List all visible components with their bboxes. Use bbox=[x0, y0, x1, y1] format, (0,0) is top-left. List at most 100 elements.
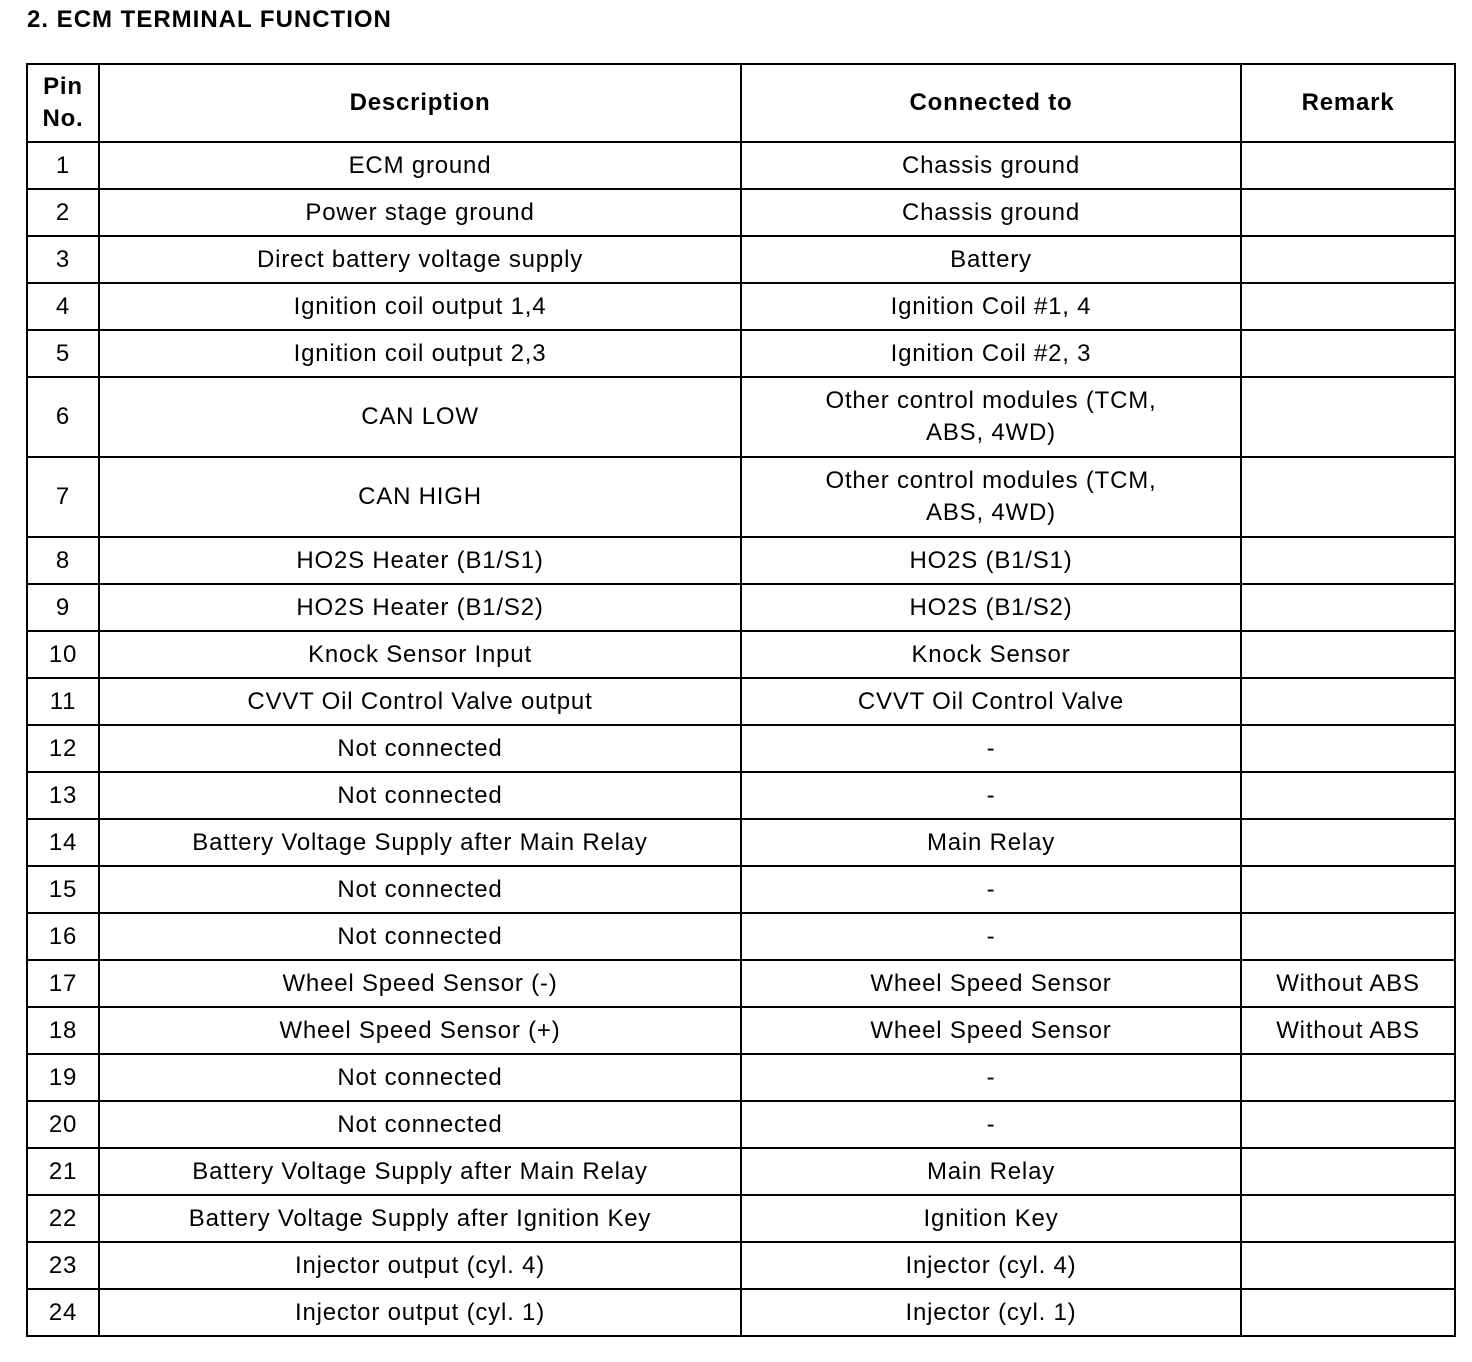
table-row: 13 Not connected - bbox=[26, 771, 1456, 820]
table-row: 6 CAN LOW Other control modules (TCM, ABS,… bbox=[26, 376, 1456, 458]
connected-to-cell: Chassis ground bbox=[740, 188, 1242, 237]
pin-cell: 9 bbox=[26, 583, 100, 632]
description-cell: Wheel Speed Sensor (-) bbox=[98, 959, 742, 1008]
connected-to-cell: - bbox=[740, 1100, 1242, 1149]
connected-to-cell: - bbox=[740, 865, 1242, 914]
connected-to-cell: Other control modules (TCM, ABS, 4WD) bbox=[740, 376, 1242, 458]
pin-cell: 18 bbox=[26, 1006, 100, 1055]
pin-cell: 22 bbox=[26, 1194, 100, 1243]
description-cell: HO2S Heater (B1/S1) bbox=[98, 536, 742, 585]
table-row: 7 CAN HIGH Other control modules (TCM, ABS… bbox=[26, 456, 1456, 538]
description-cell: Not connected bbox=[98, 724, 742, 773]
terminal-table: Pin No. Description Connected to Remark … bbox=[26, 63, 1456, 1337]
remark-cell bbox=[1240, 376, 1456, 458]
table-row: 1 ECM ground Chassis ground bbox=[26, 141, 1456, 190]
table-row: 22 Battery Voltage Supply after Ignition … bbox=[26, 1194, 1456, 1243]
description-cell: Battery Voltage Supply after Main Relay bbox=[98, 1147, 742, 1196]
table-row: 16 Not connected - bbox=[26, 912, 1456, 961]
table-row: 14 Battery Voltage Supply after Main Rela… bbox=[26, 818, 1456, 867]
description-cell: Battery Voltage Supply after Main Relay bbox=[98, 818, 742, 867]
pin-cell: 21 bbox=[26, 1147, 100, 1196]
remark-cell bbox=[1240, 456, 1456, 538]
description-cell: Direct battery voltage supply bbox=[98, 235, 742, 284]
pin-cell: 1 bbox=[26, 141, 100, 190]
description-cell: ECM ground bbox=[98, 141, 742, 190]
remark-cell bbox=[1240, 818, 1456, 867]
connected-to-cell: - bbox=[740, 724, 1242, 773]
description-cell: Battery Voltage Supply after Ignition Ke… bbox=[98, 1194, 742, 1243]
remark-cell bbox=[1240, 865, 1456, 914]
table-row: 9 HO2S Heater (B1/S2) HO2S (B1/S2) bbox=[26, 583, 1456, 632]
pin-cell: 12 bbox=[26, 724, 100, 773]
table-row: 17 Wheel Speed Sensor (-) Wheel Speed Sens… bbox=[26, 959, 1456, 1008]
table-row: 24 Injector output (cyl. 1) Injector (cyl.… bbox=[26, 1288, 1456, 1337]
description-cell: Not connected bbox=[98, 1100, 742, 1149]
pin-cell: 14 bbox=[26, 818, 100, 867]
remark-cell bbox=[1240, 912, 1456, 961]
remark-cell bbox=[1240, 1100, 1456, 1149]
remark-cell bbox=[1240, 1288, 1456, 1337]
description-cell: CAN HIGH bbox=[98, 456, 742, 538]
remark-cell bbox=[1240, 724, 1456, 773]
remark-cell bbox=[1240, 141, 1456, 190]
connected-to-cell: Injector (cyl. 1) bbox=[740, 1288, 1242, 1337]
table-row: 10 Knock Sensor Input Knock Sensor bbox=[26, 630, 1456, 679]
header-pin: Pin No. bbox=[26, 63, 100, 143]
connected-to-cell: Wheel Speed Sensor bbox=[740, 959, 1242, 1008]
remark-cell: Without ABS bbox=[1240, 959, 1456, 1008]
remark-cell bbox=[1240, 1147, 1456, 1196]
pin-cell: 16 bbox=[26, 912, 100, 961]
description-cell: Not connected bbox=[98, 771, 742, 820]
header-connected-to: Connected to bbox=[740, 63, 1242, 143]
remark-cell bbox=[1240, 282, 1456, 331]
pin-cell: 6 bbox=[26, 376, 100, 458]
description-cell: Not connected bbox=[98, 1053, 742, 1102]
header-remark: Remark bbox=[1240, 63, 1456, 143]
remark-cell bbox=[1240, 630, 1456, 679]
connected-to-cell: HO2S (B1/S2) bbox=[740, 583, 1242, 632]
description-cell: Wheel Speed Sensor (+) bbox=[98, 1006, 742, 1055]
description-cell: Ignition coil output 1,4 bbox=[98, 282, 742, 331]
table-row: 11 CVVT Oil Control Valve output CVVT Oil … bbox=[26, 677, 1456, 726]
connected-to-cell: Other control modules (TCM, ABS, 4WD) bbox=[740, 456, 1242, 538]
pin-cell: 7 bbox=[26, 456, 100, 538]
table-row: 3 Direct battery voltage supply Battery bbox=[26, 235, 1456, 284]
connected-to-cell: Main Relay bbox=[740, 1147, 1242, 1196]
pin-cell: 19 bbox=[26, 1053, 100, 1102]
header-description: Description bbox=[98, 63, 742, 143]
remark-cell bbox=[1240, 677, 1456, 726]
connected-to-cell: Chassis ground bbox=[740, 141, 1242, 190]
connected-to-cell: - bbox=[740, 912, 1242, 961]
description-cell: HO2S Heater (B1/S2) bbox=[98, 583, 742, 632]
pin-cell: 10 bbox=[26, 630, 100, 679]
connected-to-cell: Injector (cyl. 4) bbox=[740, 1241, 1242, 1290]
pin-cell: 15 bbox=[26, 865, 100, 914]
table-row: 2 Power stage ground Chassis ground bbox=[26, 188, 1456, 237]
connected-to-cell: Battery bbox=[740, 235, 1242, 284]
table-row: 19 Not connected - bbox=[26, 1053, 1456, 1102]
table-row: 23 Injector output (cyl. 4) Injector (cyl.… bbox=[26, 1241, 1456, 1290]
description-cell: Injector output (cyl. 4) bbox=[98, 1241, 742, 1290]
pin-cell: 20 bbox=[26, 1100, 100, 1149]
description-cell: Ignition coil output 2,3 bbox=[98, 329, 742, 378]
pin-cell: 13 bbox=[26, 771, 100, 820]
header-row: Pin No. Description Connected to Remark bbox=[26, 63, 1456, 143]
description-cell: Knock Sensor Input bbox=[98, 630, 742, 679]
remark-cell bbox=[1240, 329, 1456, 378]
connected-to-cell: Knock Sensor bbox=[740, 630, 1242, 679]
connected-to-cell: HO2S (B1/S1) bbox=[740, 536, 1242, 585]
remark-cell bbox=[1240, 583, 1456, 632]
pin-cell: 23 bbox=[26, 1241, 100, 1290]
description-cell: Injector output (cyl. 1) bbox=[98, 1288, 742, 1337]
pin-cell: 2 bbox=[26, 188, 100, 237]
connected-to-cell: Main Relay bbox=[740, 818, 1242, 867]
remark-cell bbox=[1240, 536, 1456, 585]
remark-cell bbox=[1240, 1194, 1456, 1243]
remark-cell bbox=[1240, 235, 1456, 284]
description-cell: Not connected bbox=[98, 865, 742, 914]
table-row: 15 Not connected - bbox=[26, 865, 1456, 914]
pin-cell: 24 bbox=[26, 1288, 100, 1337]
remark-cell bbox=[1240, 188, 1456, 237]
table-row: 12 Not connected - bbox=[26, 724, 1456, 773]
remark-cell bbox=[1240, 771, 1456, 820]
